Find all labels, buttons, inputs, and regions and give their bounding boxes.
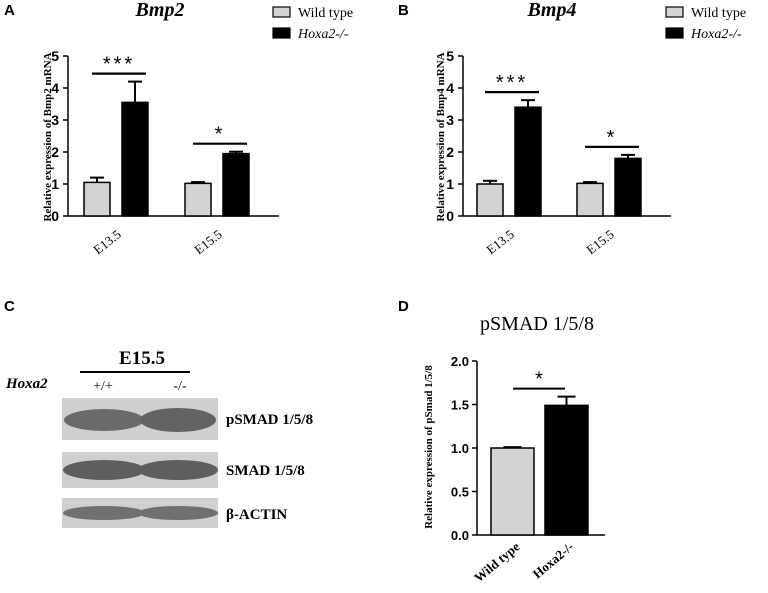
blot-band-actin-ko: [138, 506, 218, 520]
chart-b-ytick-label: 4: [446, 80, 454, 96]
chart-b-significance-star: *: [607, 127, 618, 149]
legend-b-label-wild-type: Wild type: [691, 6, 746, 21]
chart-b-ytick-label: 1: [446, 176, 454, 192]
chart-a-significance-star: *: [215, 124, 226, 146]
chart-a-category-label: E15.5: [191, 227, 224, 258]
chart-b-plot: 0 1 2 3 4 5 *** E13.5 * E15.5: [446, 48, 671, 257]
blot-genotype-label: Hoxa2: [5, 376, 48, 392]
blot-label-actin: β-ACTIN: [226, 507, 287, 523]
chart-a-bar: [83, 181, 111, 217]
chart-a-bar: [184, 182, 212, 217]
chart-a-ytick-label: 5: [51, 48, 59, 64]
chart-a-significance-star: ***: [103, 54, 135, 76]
chart-d-ytick-label: 1.5: [451, 398, 469, 413]
blot-stage-label: E15.5: [119, 348, 165, 369]
panel-letter-d: D: [398, 298, 409, 315]
chart-b-category-label: E15.5: [583, 227, 616, 258]
chart-b-legend: Wild type Hoxa2-/-: [665, 6, 746, 42]
chart-a-title: Bmp2: [135, 0, 185, 21]
blot-band-smad-ko: [138, 460, 218, 480]
blot-label-psmad: pSMAD 1/5/8: [226, 412, 313, 428]
chart-a-bar: [222, 152, 250, 217]
chart-d-category-label: Hoxa2-/-: [530, 539, 577, 582]
chart-a-legend: Wild type Hoxa2-/-: [272, 6, 353, 42]
chart-b-bar: [614, 157, 642, 217]
legend-a-swatch-wild-type: [272, 6, 291, 18]
legend-a-label-wild-type: Wild type: [298, 6, 353, 21]
chart-a-category-label: E13.5: [90, 227, 123, 258]
chart-a-ytick-label: 3: [51, 112, 59, 128]
blot-band-smad-wt: [63, 460, 145, 480]
chart-d-title: pSMAD 1/5/8: [480, 313, 594, 335]
chart-d-significance-star: *: [535, 369, 543, 391]
blot-strip-psmad: pSMAD 1/5/8: [62, 398, 313, 440]
chart-b-ytick-label: 3: [446, 112, 454, 128]
chart-b-category-label: E13.5: [483, 227, 516, 258]
panel-a-chart: Bmp2 Relative expression of Bmp2 mRNA Wi…: [42, 0, 353, 257]
chart-a-ylabel: Relative expression of Bmp2 mRNA: [42, 52, 54, 221]
blot-strip-actin: β-ACTIN: [62, 498, 287, 528]
chart-b-bar: [514, 106, 542, 217]
chart-a-ytick-label: 4: [51, 80, 59, 96]
chart-a-ytick-label: 0: [51, 208, 59, 224]
legend-b-swatch-mutant: [665, 27, 684, 39]
chart-b-ytick-label: 5: [446, 48, 454, 64]
chart-a-ytick-label: 2: [51, 144, 59, 160]
chart-b-ytick-label: 0: [446, 208, 454, 224]
chart-d-bar: [490, 447, 535, 536]
blot-band-psmad-ko: [140, 408, 216, 432]
blot-strip-smad: SMAD 1/5/8: [62, 452, 305, 488]
chart-d-category-label: Wild type: [471, 539, 522, 586]
chart-a-ytick-label: 1: [51, 176, 59, 192]
chart-b-significance-star: ***: [496, 72, 528, 94]
blot-lane-label-ko: -/-: [173, 379, 187, 394]
chart-b-bar: [476, 183, 504, 217]
legend-a-swatch-mutant: [272, 27, 291, 39]
legend-b-label-mutant: Hoxa2-/-: [690, 27, 742, 42]
legend-b-swatch-wild-type: [665, 6, 684, 18]
blot-lane-label-wt: +/+: [93, 379, 113, 394]
chart-b-title: Bmp4: [527, 0, 577, 21]
legend-a-label-mutant: Hoxa2-/-: [297, 27, 349, 42]
blot-label-smad: SMAD 1/5/8: [226, 463, 305, 479]
chart-d-ytick-label: 0.5: [451, 485, 469, 500]
panel-letter-c: C: [4, 298, 15, 315]
chart-b-ylabel: Relative expression of Bmp4 mRNA: [435, 52, 447, 221]
chart-d-ytick-label: 0.0: [451, 528, 469, 543]
panel-c-blot: E15.5 Hoxa2 +/+ -/- pSMAD 1/5/8 SMAD 1/5…: [5, 348, 313, 528]
blot-band-psmad-wt: [64, 409, 144, 431]
chart-d-bar: [544, 404, 589, 536]
chart-d-ylabel: Relative expression of pSmad 1/5/8: [423, 365, 435, 529]
chart-a-plot: 0 1 2 3 4 5 *** E13.5 * E15.5: [51, 48, 279, 257]
chart-a-bar: [121, 101, 149, 217]
panel-letter-b: B: [398, 2, 409, 19]
panel-b-chart: Bmp4 Relative expression of Bmp4 mRNA Wi…: [435, 0, 746, 257]
panel-letter-a: A: [4, 2, 15, 19]
chart-b-bar: [576, 182, 604, 217]
chart-d-ytick-label: 1.0: [451, 441, 469, 456]
chart-b-ytick-label: 2: [446, 144, 454, 160]
blot-band-actin-wt: [63, 506, 145, 520]
chart-d-plot: 0.0 0.5 1.0 1.5 2.0 Wild type Hoxa2-/- *: [451, 354, 605, 585]
panel-d-chart: pSMAD 1/5/8 Relative expression of pSmad…: [423, 313, 605, 585]
chart-d-ytick-label: 2.0: [451, 354, 469, 369]
